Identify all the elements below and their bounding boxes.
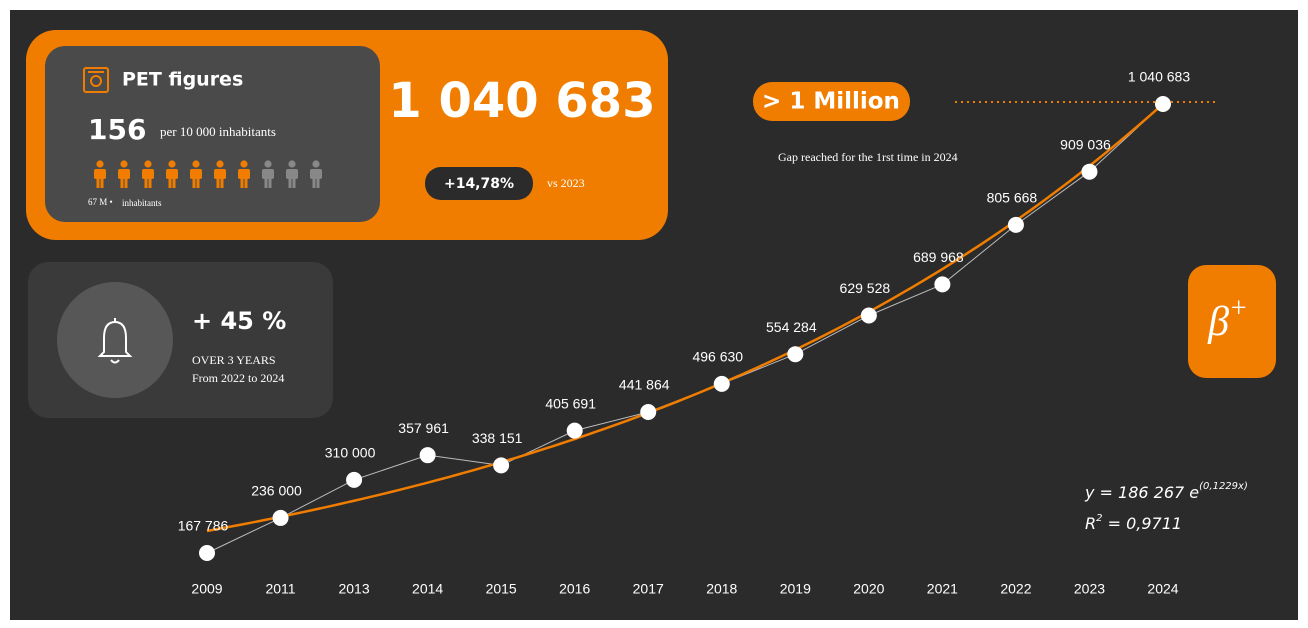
growth-line2: From 2022 to 2024 [192,371,284,385]
data-point [1155,96,1171,112]
badge [1188,265,1276,378]
x-tick-label: 2016 [559,581,590,597]
milestone-pill [753,82,910,121]
pet-rate: 156 [88,113,146,146]
equation-exponent: (0,1229x) [1199,481,1248,492]
safe-icon [83,67,109,93]
data-label: 310 000 [325,445,376,461]
x-tick-label: 2017 [633,581,664,597]
trend-equation: y = 186 267 e(0,1229x) [1084,481,1248,502]
r2-symbol: R [1085,514,1096,533]
x-tick-label: 2022 [1000,581,1031,597]
x-tick-label: 2023 [1074,581,1105,597]
pet-rate-unit: per 10 000 inhabitants [160,124,276,139]
x-tick-label: 2024 [1147,581,1178,597]
x-tick-label: 2021 [927,581,958,597]
data-label: 805 668 [987,190,1038,206]
data-point [787,346,804,363]
data-label: 441 864 [619,377,670,393]
badge-beta: β [1207,299,1229,345]
x-tick-label: 2015 [486,581,517,597]
data-label: 496 630 [692,349,743,365]
bell-icon [97,318,133,364]
data-point [199,545,215,561]
growth-value: + 45 % [192,307,286,335]
x-tick-label: 2020 [853,581,884,597]
growth-line1: OVER 3 YEARS [192,353,276,367]
data-label: 554 284 [766,319,817,335]
badge-symbol: β+ [1207,293,1248,344]
population-unit: inhabitants [122,198,162,208]
milestone-note: Gap reached for the 1rst time in 2024 [778,150,958,164]
data-point [272,509,289,526]
milestone-label: > 1 Million [762,89,900,115]
x-tick-label: 2013 [338,581,369,597]
trend-line [206,102,1164,533]
x-tick-label: 2018 [706,581,737,597]
data-label: 338 151 [472,430,523,446]
bell-circle [57,282,173,398]
pet-title: PET figures [122,69,243,91]
population: 67 M • [88,197,113,207]
pet-change-ref: vs 2023 [547,176,585,190]
x-tick-label: 2011 [265,581,295,597]
x-tick-label: 2019 [780,581,811,597]
data-label: 629 528 [840,280,891,296]
equation-base: y = 186 267 e [1084,483,1199,502]
data-point [640,404,657,421]
data-point [1007,216,1024,233]
badge-sup: + [1229,293,1248,324]
data-point [566,422,583,439]
data-label: 167 786 [178,518,229,534]
pet-total: 1 040 683 [388,73,655,129]
data-point [713,375,730,392]
data-label: 909 036 [1060,136,1111,152]
data-label: 1 040 683 [1128,69,1190,85]
data-label: 405 691 [545,395,596,411]
data-point [934,276,951,293]
r2-power: 2 [1096,513,1102,524]
trend-r2: R2 = 0,9711 [1085,513,1182,533]
data-point [346,471,363,488]
data-point [493,457,510,474]
data-label: 689 968 [913,249,964,265]
r2-text: = 0,9711 [1103,514,1183,533]
data-label: 357 961 [398,420,449,436]
data-point [1081,163,1098,180]
x-tick-label: 2009 [191,581,222,597]
change-pill [425,167,533,200]
data-label: 236 000 [251,483,302,499]
data-point [419,447,436,464]
x-tick-label: 2014 [412,581,443,597]
pet-change: +14,78% [444,176,514,192]
data-point [860,307,877,324]
